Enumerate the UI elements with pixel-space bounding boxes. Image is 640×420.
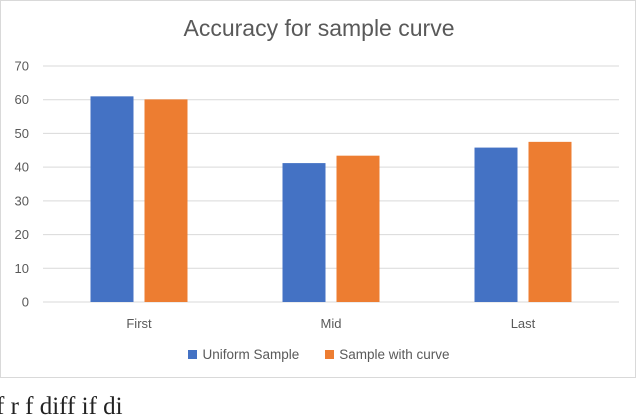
legend-swatch-uniform-sample <box>188 350 198 359</box>
legend-label-sample-with-curve: Sample with curve <box>339 347 450 362</box>
legend-label-uniform-sample: Uniform Sample <box>202 347 300 362</box>
legend-swatch-sample-with-curve <box>325 350 335 359</box>
y-tick-label: 70 <box>15 59 29 74</box>
chart-title: Accuracy for sample curve <box>183 15 455 41</box>
bar-sample-with-curve <box>144 99 188 303</box>
bar-chart: 0 10 20 30 40 50 60 70 First Mid Last <box>15 59 619 331</box>
x-tick-label: First <box>126 316 152 331</box>
bar-uniform-sample <box>282 163 326 302</box>
bar-uniform-sample <box>90 96 134 302</box>
legend-item-uniform-sample: Uniform Sample <box>188 347 299 362</box>
bar-uniform-sample <box>474 147 518 302</box>
y-tick-label: 20 <box>15 227 29 242</box>
y-tick-label: 0 <box>22 295 29 310</box>
bar-sample-with-curve <box>528 141 572 302</box>
y-tick-label: 30 <box>15 193 29 208</box>
y-tick-label: 40 <box>15 160 29 175</box>
y-tick-label: 50 <box>15 126 29 141</box>
chart-frame: Accuracy for sample curve 0 10 20 30 40 50 60 7… <box>0 0 636 378</box>
y-tick-label: 10 <box>15 261 29 276</box>
bar-sample-with-curve <box>336 155 380 302</box>
y-tick-label: 60 <box>15 92 29 107</box>
caption-text: f r f diff if di <box>0 393 123 420</box>
x-tick-label: Last <box>511 316 536 331</box>
legend: Uniform Sample Sample with curve <box>1 347 637 362</box>
legend-item-sample-with-curve: Sample with curve <box>325 347 450 362</box>
x-tick-label: Mid <box>321 316 342 331</box>
